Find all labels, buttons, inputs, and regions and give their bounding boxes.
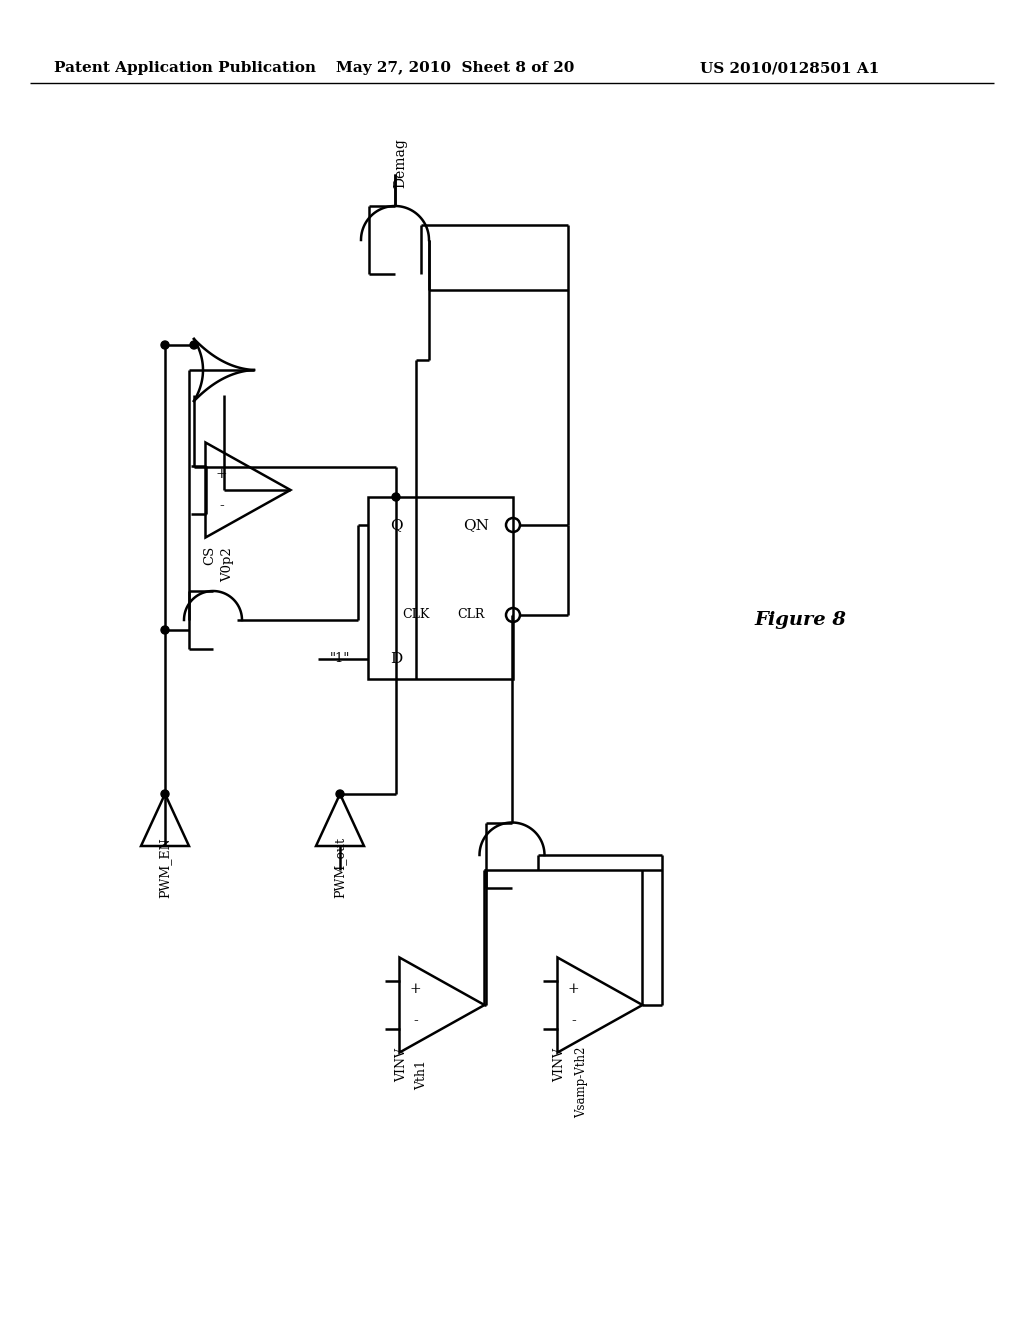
Text: +: + (567, 982, 580, 997)
Bar (368, 498, 513, 678)
Text: Demag: Demag (393, 139, 407, 187)
Circle shape (161, 341, 169, 348)
Text: VINV: VINV (554, 1048, 566, 1082)
Text: D: D (390, 652, 402, 667)
Text: CLK: CLK (402, 609, 430, 622)
Text: +: + (216, 467, 227, 482)
Circle shape (190, 341, 198, 348)
Text: -: - (571, 1014, 575, 1028)
Circle shape (161, 789, 169, 799)
Text: CS: CS (204, 545, 216, 565)
Text: PWM_out: PWM_out (334, 837, 346, 899)
Text: US 2010/0128501 A1: US 2010/0128501 A1 (700, 61, 880, 75)
Circle shape (336, 789, 344, 799)
Text: VINV: VINV (395, 1048, 409, 1082)
Text: PWM_EN: PWM_EN (159, 838, 171, 899)
Text: V0p2: V0p2 (221, 548, 234, 582)
Text: May 27, 2010  Sheet 8 of 20: May 27, 2010 Sheet 8 of 20 (336, 61, 574, 75)
Circle shape (392, 492, 400, 502)
Text: QN: QN (463, 517, 488, 532)
Text: -: - (219, 499, 224, 513)
Text: Patent Application Publication: Patent Application Publication (54, 61, 316, 75)
Text: CLR: CLR (458, 609, 484, 622)
Text: -: - (413, 1014, 418, 1028)
Text: Vth1: Vth1 (416, 1060, 428, 1090)
Text: Q: Q (390, 517, 402, 532)
Text: "1": "1" (330, 652, 350, 665)
Circle shape (161, 626, 169, 634)
Text: Figure 8: Figure 8 (754, 611, 846, 630)
Text: +: + (410, 982, 421, 997)
Text: Vsamp-Vth2: Vsamp-Vth2 (575, 1047, 589, 1118)
